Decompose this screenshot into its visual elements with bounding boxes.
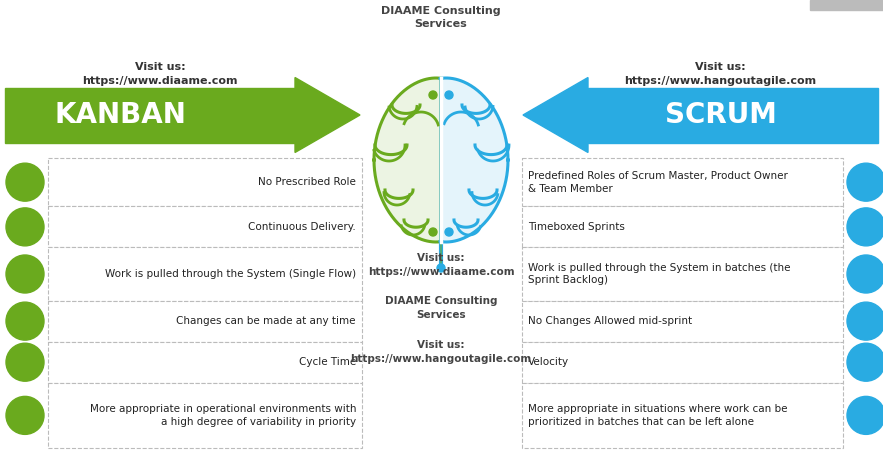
Bar bbox=[810, 0, 883, 10]
Polygon shape bbox=[374, 78, 442, 242]
Bar bbox=[522, 342, 843, 383]
Circle shape bbox=[429, 91, 437, 99]
Bar bbox=[5, 87, 295, 143]
Text: Work is pulled through the System (Single Flow): Work is pulled through the System (Singl… bbox=[105, 269, 356, 279]
Bar bbox=[522, 158, 843, 207]
Polygon shape bbox=[523, 78, 588, 152]
Text: More appropriate in operational environments with
a high degree of variability i: More appropriate in operational environm… bbox=[89, 404, 356, 427]
Text: Changes can be made at any time: Changes can be made at any time bbox=[177, 316, 356, 326]
Bar bbox=[48, 158, 362, 207]
Circle shape bbox=[847, 163, 883, 201]
Circle shape bbox=[437, 264, 445, 272]
Text: More appropriate in situations where work can be
prioritized in batches that can: More appropriate in situations where wor… bbox=[528, 404, 788, 427]
Text: No Prescribed Role: No Prescribed Role bbox=[258, 177, 356, 187]
Text: KANBAN: KANBAN bbox=[55, 101, 186, 129]
Text: Visit us:
https://www.hangoutagile.com: Visit us: https://www.hangoutagile.com bbox=[624, 62, 816, 86]
Bar bbox=[522, 207, 843, 248]
Circle shape bbox=[429, 228, 437, 236]
Circle shape bbox=[847, 302, 883, 340]
Bar bbox=[48, 248, 362, 300]
Text: Visit us:
https://www.hangoutagile.com: Visit us: https://www.hangoutagile.com bbox=[351, 340, 532, 364]
Bar bbox=[588, 87, 878, 143]
Bar bbox=[48, 342, 362, 383]
Circle shape bbox=[6, 302, 44, 340]
Bar bbox=[48, 300, 362, 342]
Circle shape bbox=[847, 396, 883, 434]
Text: DIAAME Consulting
Services: DIAAME Consulting Services bbox=[385, 296, 497, 320]
Bar bbox=[522, 248, 843, 300]
Circle shape bbox=[6, 396, 44, 434]
Bar bbox=[48, 207, 362, 248]
Bar bbox=[522, 383, 843, 448]
Bar bbox=[522, 300, 843, 342]
Circle shape bbox=[6, 255, 44, 293]
Circle shape bbox=[445, 228, 453, 236]
Text: SCRUM: SCRUM bbox=[665, 101, 776, 129]
Text: Work is pulled through the System in batches (the
Sprint Backlog): Work is pulled through the System in bat… bbox=[528, 262, 790, 285]
Polygon shape bbox=[295, 78, 360, 152]
Polygon shape bbox=[440, 78, 508, 242]
Circle shape bbox=[445, 91, 453, 99]
Text: Timeboxed Sprints: Timeboxed Sprints bbox=[528, 222, 625, 232]
Text: No Changes Allowed mid-sprint: No Changes Allowed mid-sprint bbox=[528, 316, 692, 326]
Text: Cycle Time: Cycle Time bbox=[298, 357, 356, 367]
Text: Visit us:
https://www.diaame.com: Visit us: https://www.diaame.com bbox=[367, 253, 514, 277]
Bar bbox=[48, 383, 362, 448]
Circle shape bbox=[6, 343, 44, 381]
Circle shape bbox=[847, 208, 883, 246]
Circle shape bbox=[6, 163, 44, 201]
Circle shape bbox=[847, 343, 883, 381]
Circle shape bbox=[6, 208, 44, 246]
Text: Velocity: Velocity bbox=[528, 357, 570, 367]
Text: Continuous Delivery.: Continuous Delivery. bbox=[248, 222, 356, 232]
Text: DIAAME Consulting
Services: DIAAME Consulting Services bbox=[381, 6, 501, 29]
Circle shape bbox=[847, 255, 883, 293]
Text: Predefined Roles of Scrum Master, Product Owner
& Team Member: Predefined Roles of Scrum Master, Produc… bbox=[528, 171, 788, 193]
Text: Visit us:
https://www.diaame.com: Visit us: https://www.diaame.com bbox=[82, 62, 238, 86]
